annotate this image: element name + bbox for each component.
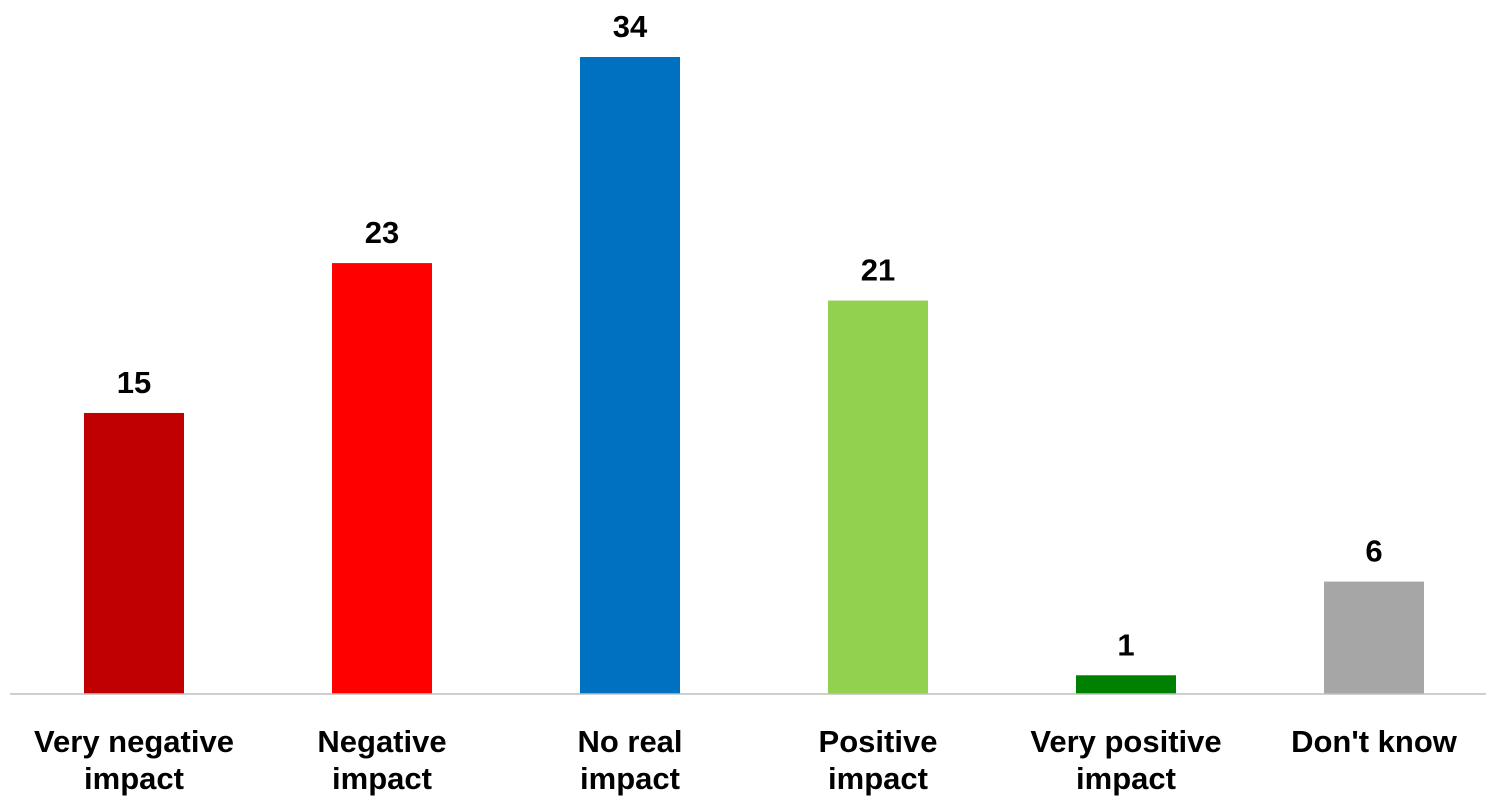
- category-label: Positive impact: [819, 724, 938, 796]
- bar-value-label: 1: [1117, 627, 1134, 662]
- category-label-line: Very positive: [1030, 724, 1221, 759]
- category-label-line: Negative: [317, 724, 446, 759]
- bar-4: [1076, 675, 1176, 694]
- category-label-line: Very negative: [34, 724, 234, 759]
- category-label: Negative impact: [317, 724, 446, 796]
- bar-2: [580, 57, 680, 694]
- category-label-line: impact: [84, 761, 184, 796]
- category-label-line: impact: [332, 761, 432, 796]
- bar-1: [332, 263, 432, 694]
- category-label: Very negative impact: [34, 724, 234, 796]
- bars-group: [84, 57, 1424, 694]
- category-label-line: Don't know: [1291, 724, 1458, 759]
- value-labels-group: 15 23 34 21 1 6: [117, 9, 1383, 662]
- category-label: Don't know: [1291, 724, 1458, 759]
- category-label-line: impact: [580, 761, 680, 796]
- category-label-line: No real: [577, 724, 682, 759]
- category-label: No real impact: [577, 724, 682, 796]
- bar-value-label: 23: [365, 215, 399, 250]
- category-label-line: impact: [828, 761, 928, 796]
- bar-value-label: 15: [117, 365, 151, 400]
- bar-3: [828, 300, 928, 694]
- category-label: Very positive impact: [1030, 724, 1221, 796]
- category-label-line: Positive: [819, 724, 938, 759]
- bar-5: [1324, 581, 1424, 694]
- bar-0: [84, 412, 184, 694]
- bar-value-label: 21: [861, 253, 895, 288]
- category-label-line: impact: [1076, 761, 1176, 796]
- bar-value-label: 6: [1365, 534, 1382, 569]
- bar-value-label: 34: [613, 9, 648, 44]
